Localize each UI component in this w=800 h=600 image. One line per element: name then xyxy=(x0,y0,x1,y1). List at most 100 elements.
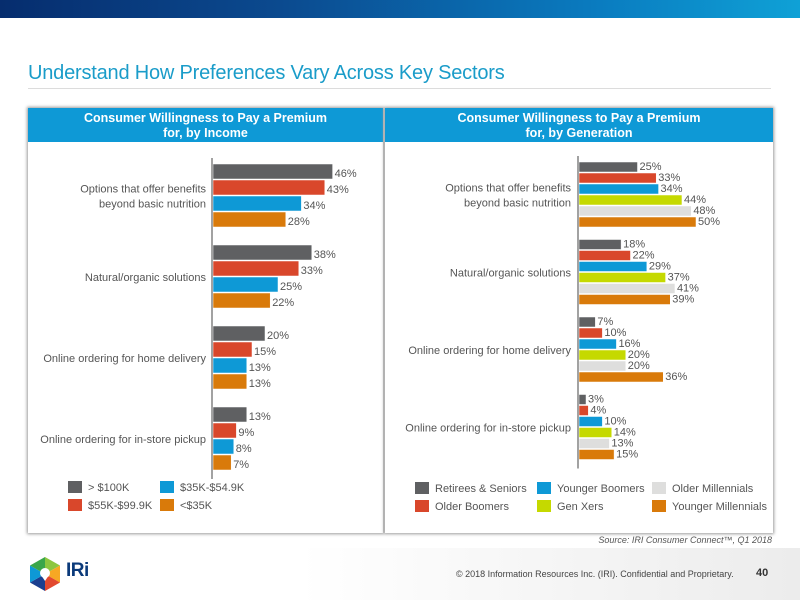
income-category-label: Options that offer benefits xyxy=(80,184,206,196)
generation-category-label: Options that offer benefits xyxy=(445,183,571,195)
generation-value-label: 15% xyxy=(616,449,638,461)
generation-value-label: 10% xyxy=(604,327,626,339)
generation-legend-swatch xyxy=(415,482,429,494)
generation-bar xyxy=(578,427,613,438)
income-bar xyxy=(212,244,313,261)
income-bar xyxy=(212,163,333,180)
generation-bar xyxy=(578,416,603,427)
generation-bar xyxy=(578,327,603,339)
logo-text: IRi xyxy=(66,560,89,581)
top-gradient-bar xyxy=(0,0,800,18)
generation-value-label: 39% xyxy=(672,294,694,306)
income-value-label: 34% xyxy=(303,200,325,212)
income-bar xyxy=(212,195,302,212)
income-category-label: beyond basic nutrition xyxy=(99,199,206,211)
generation-value-label: 36% xyxy=(665,371,687,383)
income-value-label: 33% xyxy=(301,265,323,277)
income-chart-title-line-1: Consumer Willingness to Pay a Premium xyxy=(83,111,327,125)
generation-bar xyxy=(578,438,610,449)
page-number: 40 xyxy=(756,567,769,579)
generation-value-label: 44% xyxy=(684,194,706,206)
income-legend-swatch xyxy=(68,481,82,493)
generation-value-label: 34% xyxy=(661,183,683,195)
income-legend-label: $35K-$54.9K xyxy=(180,482,245,494)
generation-category-label: Online ordering for home delivery xyxy=(408,345,571,357)
income-legend-swatch xyxy=(68,499,82,511)
generation-bar xyxy=(578,360,627,372)
generation-value-label: 3% xyxy=(588,394,604,406)
generation-bar xyxy=(578,349,627,361)
generation-value-label: 7% xyxy=(597,316,613,328)
generation-category-label: beyond basic nutrition xyxy=(464,198,571,210)
income-value-label: 46% xyxy=(335,168,357,180)
income-value-label: 20% xyxy=(267,330,289,342)
generation-bar xyxy=(578,172,657,184)
generation-value-label: 41% xyxy=(677,283,699,295)
generation-value-label: 10% xyxy=(604,416,626,428)
income-chart-panel: Consumer Willingness to Pay a Premium fo… xyxy=(28,108,383,533)
generation-legend-swatch xyxy=(537,482,551,494)
generation-value-label: 33% xyxy=(658,172,680,184)
income-bar xyxy=(212,454,232,471)
generation-value-label: 29% xyxy=(649,261,671,273)
generation-bar xyxy=(578,194,683,206)
income-value-label: 22% xyxy=(272,297,294,309)
generation-value-label: 18% xyxy=(623,239,645,251)
income-value-label: 13% xyxy=(249,362,271,374)
income-value-label: 7% xyxy=(233,459,249,471)
generation-chart-title-line-1: Consumer Willingness to Pay a Premium xyxy=(457,111,701,125)
income-value-label: 25% xyxy=(280,281,302,293)
generation-value-label: 20% xyxy=(628,360,650,372)
generation-bar xyxy=(578,183,659,195)
income-bar xyxy=(212,292,271,309)
income-value-label: 8% xyxy=(236,443,252,455)
generation-legend-label: Younger Millennials xyxy=(672,501,767,513)
income-value-label: 15% xyxy=(254,346,276,358)
generation-legend-swatch xyxy=(652,482,666,494)
generation-bar xyxy=(578,449,615,460)
generation-legend-label: Older Boomers xyxy=(435,501,509,513)
generation-legend-swatch xyxy=(537,500,551,512)
generation-bar xyxy=(578,205,692,217)
income-bar xyxy=(212,406,248,423)
generation-value-label: 14% xyxy=(614,427,636,439)
generation-value-label: 22% xyxy=(632,250,654,262)
source-note: Source: IRI Consumer Connect™, Q1 2018 xyxy=(598,535,772,545)
generation-category-label: Natural/organic solutions xyxy=(450,268,572,280)
income-category-label: Online ordering for in-store pickup xyxy=(40,434,206,446)
generation-value-label: 25% xyxy=(640,161,662,173)
income-category-label: Online ordering for home delivery xyxy=(43,353,206,365)
income-legend-swatch xyxy=(160,499,174,511)
income-value-label: 28% xyxy=(288,216,310,228)
generation-legend-swatch xyxy=(415,500,429,512)
income-bar xyxy=(212,260,300,277)
generation-value-label: 50% xyxy=(698,216,720,228)
generation-bar xyxy=(578,239,622,250)
generation-legend-label: Older Millennials xyxy=(672,483,754,495)
generation-bar xyxy=(578,371,664,383)
income-chart-title-line-2: for, by Income xyxy=(163,126,248,140)
generation-legend-swatch xyxy=(652,500,666,512)
page-title: Understand How Preferences Vary Across K… xyxy=(28,62,505,84)
income-bar xyxy=(212,438,235,455)
generation-value-label: 20% xyxy=(628,349,650,361)
generation-category-label: Online ordering for in-store pickup xyxy=(405,423,571,435)
generation-bar xyxy=(578,394,587,405)
generation-bar xyxy=(578,283,676,294)
generation-bar xyxy=(578,216,697,228)
iri-hexagon-logo-icon xyxy=(30,557,60,591)
income-value-label: 43% xyxy=(327,184,349,196)
income-value-label: 9% xyxy=(238,427,254,439)
income-category-label: Natural/organic solutions xyxy=(85,272,207,284)
generation-legend-label: Younger Boomers xyxy=(557,483,645,495)
income-value-label: 13% xyxy=(249,378,271,390)
generation-bar xyxy=(578,272,666,283)
generation-chart-title-line-2: for, by Generation xyxy=(525,126,633,140)
income-bar xyxy=(212,179,326,196)
generation-bar xyxy=(578,250,631,261)
generation-legend-label: Gen Xers xyxy=(557,501,604,513)
generation-bar xyxy=(578,405,589,416)
generation-bar xyxy=(578,294,671,305)
income-bar xyxy=(212,422,237,439)
generation-value-label: 37% xyxy=(668,272,690,284)
